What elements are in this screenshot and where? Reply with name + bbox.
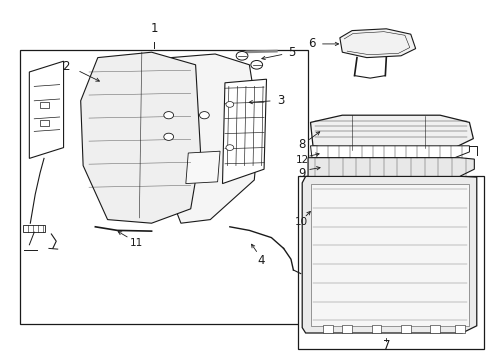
- Polygon shape: [81, 52, 200, 223]
- Polygon shape: [222, 79, 266, 184]
- Text: 2: 2: [62, 60, 70, 73]
- Text: 1: 1: [150, 22, 158, 35]
- Circle shape: [163, 133, 173, 140]
- Bar: [454, 325, 464, 333]
- Polygon shape: [339, 29, 415, 58]
- Bar: [322, 325, 332, 333]
- Bar: [429, 325, 439, 333]
- Polygon shape: [302, 176, 476, 333]
- Bar: [400, 325, 410, 333]
- Text: 12: 12: [295, 155, 308, 165]
- Text: 4: 4: [257, 255, 265, 267]
- Text: 8: 8: [298, 138, 305, 151]
- Polygon shape: [156, 54, 259, 223]
- Polygon shape: [310, 115, 472, 151]
- Polygon shape: [29, 61, 63, 158]
- Bar: [371, 325, 381, 333]
- Circle shape: [236, 51, 247, 60]
- Circle shape: [199, 112, 209, 119]
- Bar: [40, 102, 49, 108]
- Bar: [298, 176, 483, 349]
- Text: 6: 6: [307, 37, 315, 50]
- Text: 9: 9: [298, 167, 305, 180]
- Circle shape: [225, 102, 233, 107]
- Polygon shape: [185, 151, 220, 184]
- Text: 5: 5: [287, 46, 295, 59]
- Polygon shape: [23, 225, 45, 232]
- Circle shape: [250, 60, 262, 69]
- Circle shape: [225, 145, 233, 150]
- Bar: [20, 50, 307, 324]
- Text: 3: 3: [276, 94, 284, 107]
- Polygon shape: [307, 158, 473, 176]
- Text: 10: 10: [294, 217, 307, 228]
- Text: 11: 11: [129, 238, 142, 248]
- Bar: [40, 120, 49, 126]
- Bar: [342, 325, 351, 333]
- Polygon shape: [310, 146, 468, 158]
- Bar: [310, 184, 468, 326]
- Text: 7: 7: [382, 339, 389, 352]
- Circle shape: [163, 112, 173, 119]
